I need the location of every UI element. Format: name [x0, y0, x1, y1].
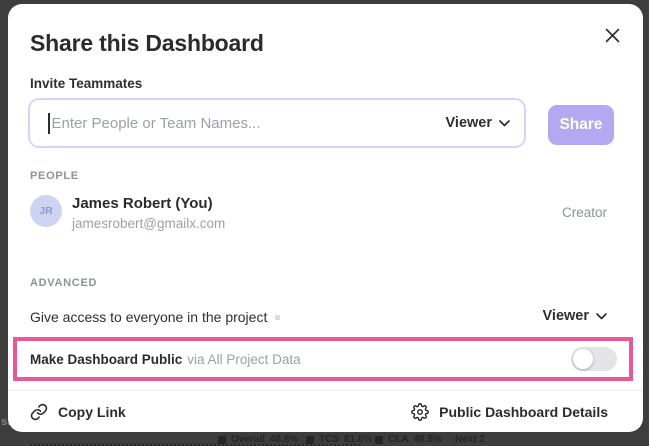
invite-input-placeholder: Enter People or Team Names...	[51, 114, 261, 132]
background-legend-item: TCS 81.8%	[306, 434, 372, 445]
dimmed-background-strip: si Overall 48.8% TCS 81.8% CLA 48.5% Nex…	[0, 416, 649, 446]
share-button[interactable]: Share	[548, 105, 614, 145]
role-dropdown-value: Viewer	[445, 115, 493, 131]
member-role-badge: Creator	[561, 205, 607, 220]
chevron-down-icon	[499, 119, 510, 127]
via-all-project-data-label: via All Project Data	[187, 351, 301, 367]
annotation-highlight-box: Make Dashboard Public via All Project Da…	[13, 337, 633, 381]
close-button[interactable]	[601, 24, 623, 46]
invite-input[interactable]: Enter People or Team Names... Viewer	[28, 98, 526, 148]
project-access-label: Give access to everyone in the project	[30, 309, 281, 325]
background-legend-item: Next 2	[455, 434, 486, 445]
public-dashboard-details-label: Public Dashboard Details	[439, 404, 608, 420]
member-name: James Robert (You)	[72, 195, 213, 212]
info-dot-icon	[275, 314, 281, 320]
invite-teammates-label: Invite Teammates	[30, 76, 143, 91]
background-dotted-line	[30, 444, 360, 446]
advanced-section-label: ADVANCED	[30, 277, 98, 289]
member-email: jamesrobert@gmailx.com	[72, 216, 226, 231]
legend-swatch	[218, 435, 226, 444]
copy-link-label: Copy Link	[58, 404, 126, 420]
background-legend-item: Overall 48.8%	[218, 434, 298, 445]
gear-icon	[411, 403, 430, 421]
project-access-role-dropdown[interactable]: Viewer	[543, 308, 608, 324]
toggle-knob	[573, 349, 593, 369]
legend-swatch	[375, 435, 383, 444]
make-dashboard-public-toggle[interactable]	[571, 347, 617, 371]
link-icon	[30, 403, 48, 421]
copy-link-button[interactable]: Copy Link	[30, 403, 126, 421]
footer-divider	[8, 390, 643, 391]
role-dropdown-value: Viewer	[542, 308, 590, 324]
avatar: JR	[30, 195, 62, 227]
modal-title: Share this Dashboard	[30, 30, 264, 56]
share-dashboard-modal: Share this Dashboard Invite Teammates En…	[8, 4, 643, 432]
make-dashboard-public-label: Make Dashboard Public	[30, 351, 183, 367]
background-text-fragment: si	[1, 416, 11, 428]
legend-swatch	[306, 435, 314, 444]
close-icon	[605, 28, 620, 43]
people-section-label: PEOPLE	[30, 170, 79, 182]
invite-role-dropdown[interactable]: Viewer	[446, 115, 511, 131]
chevron-down-icon	[596, 312, 607, 320]
text-caret	[48, 112, 50, 134]
public-dashboard-details-button[interactable]: Public Dashboard Details	[411, 403, 608, 421]
background-legend-item: CLA 48.5%	[375, 434, 442, 445]
